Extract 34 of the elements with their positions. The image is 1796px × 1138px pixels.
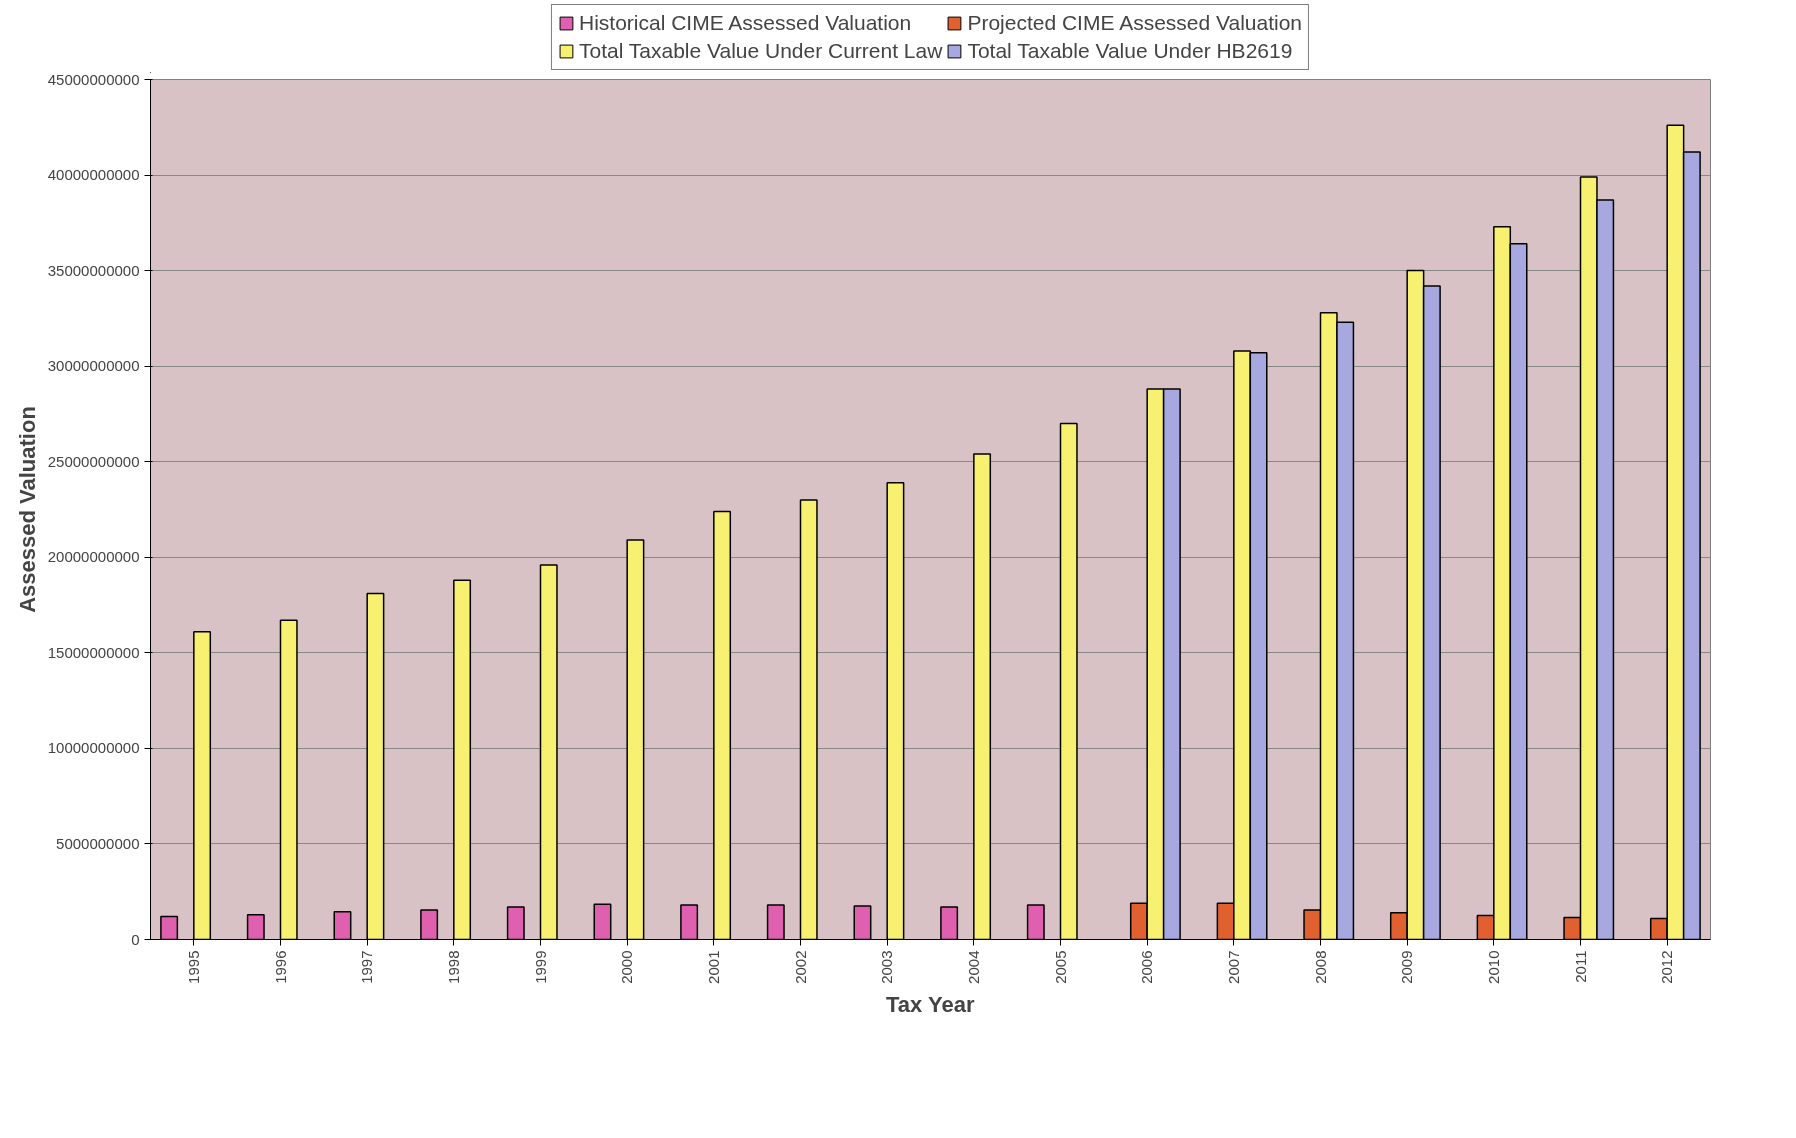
y-tick-label: 20000000000	[47, 548, 140, 566]
x-tick-label: 1998	[444, 950, 462, 984]
x-tick-label: 2010	[1484, 950, 1502, 984]
y-tick-label: 40000000000	[47, 166, 140, 184]
y-tick-label: 10000000000	[47, 739, 140, 757]
x-tick-label: 2007	[1224, 950, 1242, 984]
x-tick-label: 2009	[1398, 950, 1416, 984]
x-tick-label: 2000	[618, 950, 636, 984]
x-tick-label: 2012	[1658, 950, 1676, 984]
legend-label: Projected CIME Assessed Valuation	[967, 11, 1303, 35]
x-tick-label: 1997	[358, 950, 376, 984]
y-tick-label: 0	[131, 930, 140, 948]
y-tick-label: 15000000000	[47, 643, 140, 661]
x-tick-label: 2003	[878, 950, 896, 984]
legend-label: Historical CIME Assessed Valuation	[578, 11, 912, 35]
legend-label: Total Taxable Value Under Current Law	[578, 39, 943, 63]
x-tick-label: 2001	[704, 950, 722, 984]
x-tick-label: 1995	[184, 950, 202, 984]
x-tick-label: 2006	[1138, 950, 1156, 984]
y-tick-label: 5000000000	[56, 834, 140, 852]
x-tick-label: 2002	[791, 950, 809, 984]
x-axis-title: Tax Year	[886, 991, 975, 1017]
x-tick-label: 2011	[1571, 950, 1589, 983]
legend-label: Total Taxable Value Under HB2619	[967, 39, 1293, 63]
y-axis-title: Assessed Valuation	[14, 406, 40, 613]
y-tick-label: 25000000000	[47, 452, 140, 470]
x-tick-label: 2004	[964, 950, 982, 984]
x-tick-label: 2005	[1051, 950, 1069, 984]
y-tick-label: 30000000000	[47, 357, 140, 375]
x-tick-label: 1999	[531, 950, 549, 984]
x-tick-label: 2008	[1311, 950, 1329, 984]
y-tick-label: 45000000000	[47, 70, 140, 88]
y-tick-label: 35000000000	[47, 261, 140, 279]
x-tick-label: 1996	[271, 950, 289, 984]
